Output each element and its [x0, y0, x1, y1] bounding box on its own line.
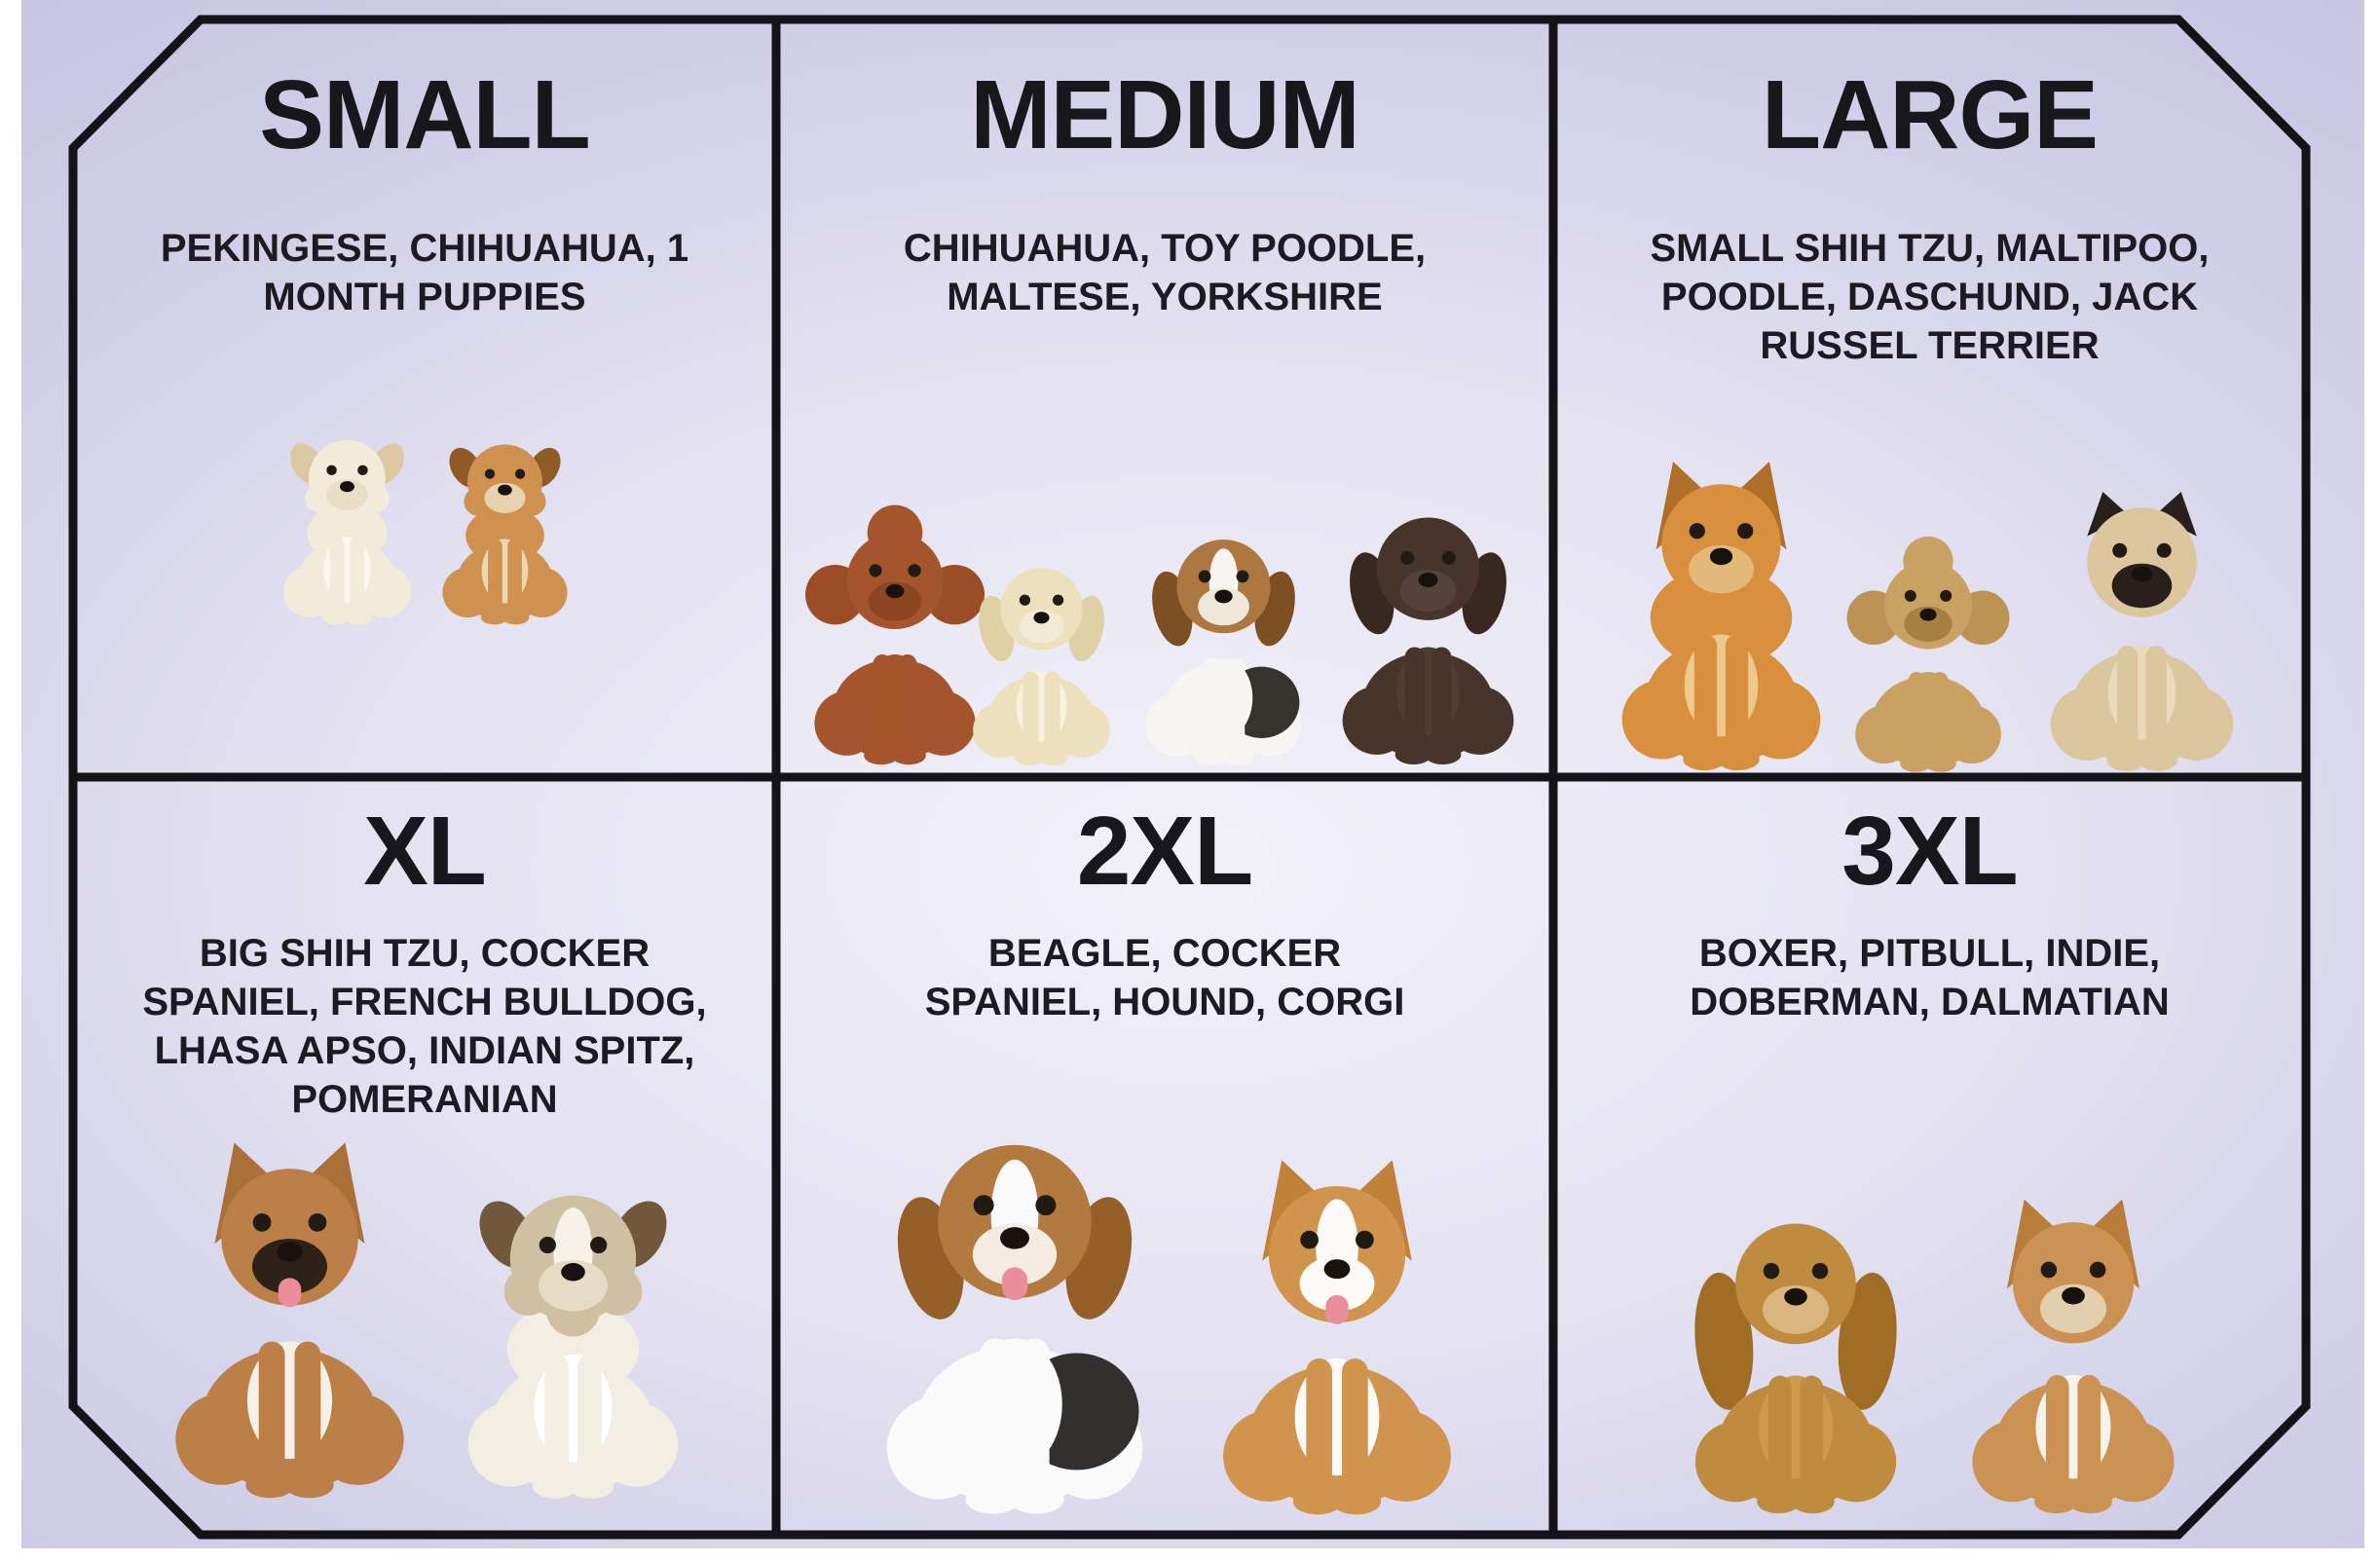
size-title-3xl: 3XL [1841, 797, 2018, 906]
breed-list-small: PEKINGESE, CHIHUAHUA, 1 MONTH PUPPIES [160, 227, 689, 318]
size-chart-poster: SMALL PEKINGESE, CHIHUAHUA, 1 MONTH PUPP… [21, 0, 2364, 1548]
breed-list-xl: BIG SHIH TZU, COCKER SPANIEL, FRENCH BUL… [142, 932, 707, 1121]
breed-list-2xl: BEAGLE, COCKER SPANIEL, HOUND, CORGI [924, 932, 1405, 1023]
size-title-small: SMALL [259, 60, 590, 169]
breed-list-large: SMALL SHIH TZU, MALTIPOO, POODLE, DASCHU… [1650, 227, 2210, 367]
breed-list-medium: CHIHUAHUA, TOY POODLE, MALTESE, YORKSHIR… [903, 227, 1427, 318]
cell-3xl: 3XL BOXER, PITBULL, INDIE, DOBERMAN, DAL… [1553, 777, 2306, 1535]
cell-small: SMALL PEKINGESE, CHIHUAHUA, 1 MONTH PUPP… [73, 19, 776, 777]
breed-list-3xl: BOXER, PITBULL, INDIE, DOBERMAN, DALMATI… [1690, 932, 2170, 1023]
cell-medium: MEDIUM CHIHUAHUA, TOY POODLE, MALTESE, Y… [776, 19, 1553, 777]
cell-xl: XL BIG SHIH TZU, COCKER SPANIEL, FRENCH … [73, 777, 776, 1535]
size-title-2xl: 2XL [1076, 797, 1253, 906]
cell-large: LARGE SMALL SHIH TZU, MALTIPOO, POODLE, … [1553, 19, 2306, 777]
size-title-large: LARGE [1762, 60, 2099, 169]
size-title-xl: XL [363, 797, 487, 906]
cell-2xl: 2XL BEAGLE, COCKER SPANIEL, HOUND, CORGI [776, 777, 1553, 1535]
size-title-medium: MEDIUM [970, 60, 1360, 169]
